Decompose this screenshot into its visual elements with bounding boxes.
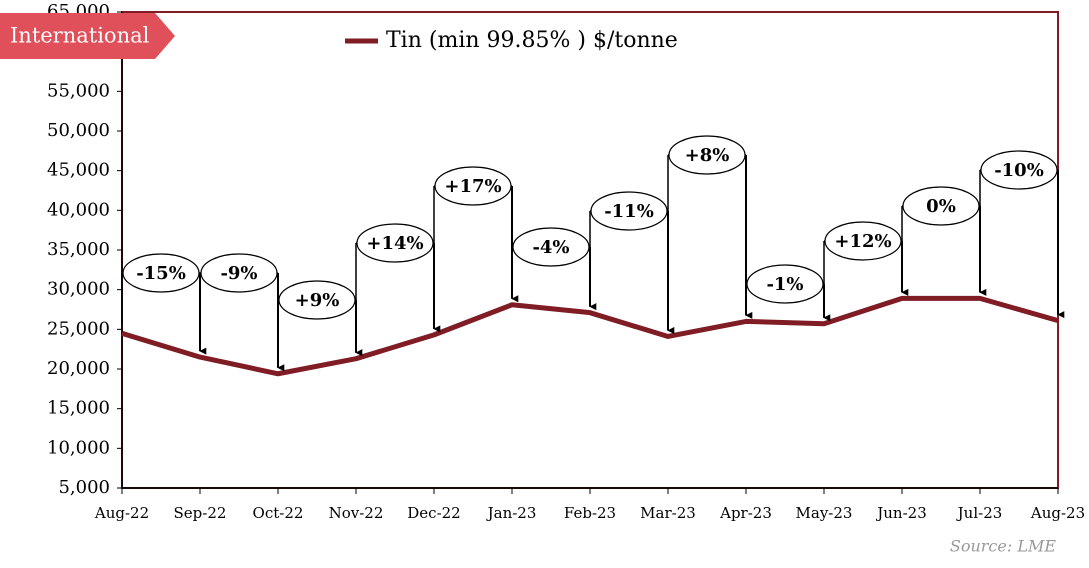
tag-label: International: [10, 24, 150, 48]
annotation: -15%: [136, 263, 186, 284]
annotation-bubble: [278, 280, 356, 320]
y-tick-label: 5,000: [58, 477, 110, 498]
x-tick-label: Nov-22: [329, 504, 384, 522]
annotation-bubble: [746, 264, 824, 304]
annotation-bubble: [980, 150, 1058, 190]
annotation: +17%: [444, 176, 501, 197]
annotation: +14%: [366, 233, 423, 254]
data-line: [121, 295, 1059, 377]
x-tick-label: Apr-23: [719, 504, 772, 522]
source: Source: LME: [950, 537, 1056, 556]
x-tick-label: Mar-23: [640, 504, 696, 522]
annotation-bubble: [200, 253, 278, 293]
y-tick-label: 55,000: [47, 80, 110, 101]
annotation-bubble: [902, 186, 980, 226]
y-tick-label: 50,000: [47, 120, 110, 141]
annotation: 0%: [926, 196, 956, 217]
annotation: +8%: [685, 145, 730, 166]
annotation-bubble: [122, 253, 200, 293]
x-tick-label: Oct-22: [253, 504, 304, 522]
y-tick-label: 25,000: [47, 318, 110, 339]
annotation: +9%: [295, 290, 340, 311]
annotation-bubble: [512, 227, 590, 267]
x-tick-label: Jul-23: [956, 504, 1003, 522]
y-tick-label: 15,000: [47, 398, 110, 419]
y-tick-label: 30,000: [47, 279, 110, 300]
annotation-bubble: [356, 223, 434, 263]
annotation: -11%: [604, 201, 654, 222]
annotation: -10%: [994, 160, 1044, 181]
legend-label: Tin (min 99.85% ) $/tonne: [386, 28, 678, 53]
tag-shape: [0, 13, 175, 59]
x-tick-label: Dec-22: [407, 504, 460, 522]
y-tick-label: 45,000: [47, 160, 110, 181]
x-tick-label: Jun-23: [875, 504, 927, 522]
annotation-bubble: [824, 221, 902, 261]
annotation: -1%: [766, 274, 803, 295]
y-tick-label: 40,000: [47, 199, 110, 220]
annotation: +12%: [834, 231, 891, 252]
y-tick-label: 10,000: [47, 437, 110, 458]
annotation-bubble: [590, 191, 668, 231]
x-tick-label: Sep-22: [174, 504, 227, 522]
y-tick-label: 35,000: [47, 239, 110, 260]
x-tick-label: Aug-23: [1030, 504, 1085, 522]
annotation: -9%: [220, 263, 257, 284]
annotation-bubble: [668, 135, 746, 175]
x-tick-label: Feb-23: [564, 504, 616, 522]
x-tick-label: May-23: [796, 504, 853, 522]
x-tick-label: Jan-23: [486, 504, 537, 522]
y-tick-label: 20,000: [47, 358, 110, 379]
annotation: -4%: [532, 237, 569, 258]
annotation-bubble: [434, 166, 512, 206]
x-tick-label: Aug-22: [94, 504, 149, 522]
